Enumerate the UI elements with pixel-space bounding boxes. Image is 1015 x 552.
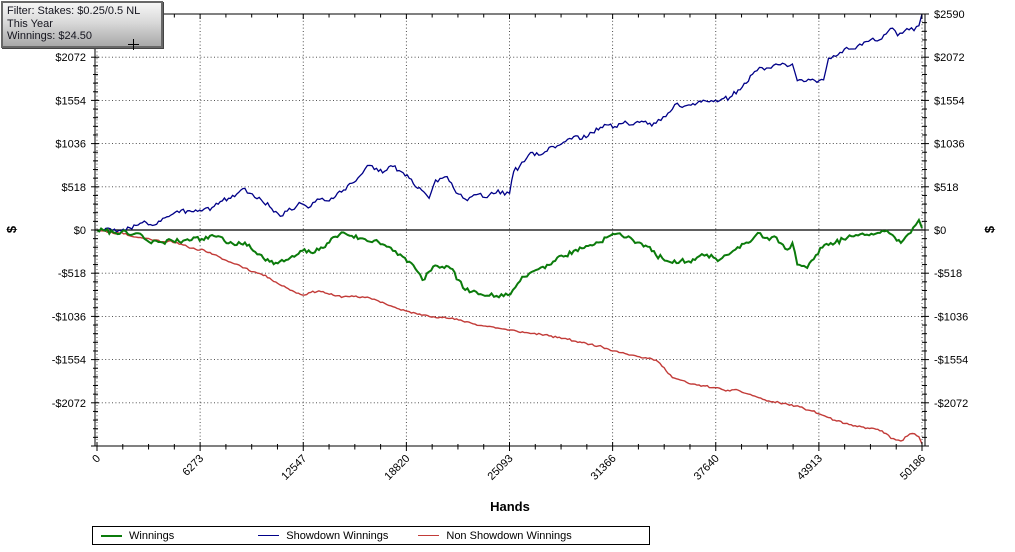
svg-text:-$1554: -$1554: [934, 355, 968, 367]
svg-text:25093: 25093: [486, 453, 516, 483]
svg-text:-$518: -$518: [934, 268, 962, 280]
svg-text:31366: 31366: [589, 453, 619, 483]
legend: Winnings Showdown Winnings Non Showdown …: [92, 526, 650, 545]
svg-text:0: 0: [90, 453, 103, 466]
svg-text:$1036: $1036: [934, 139, 965, 151]
svg-text:$518: $518: [934, 182, 958, 194]
svg-text:$2590: $2590: [934, 9, 965, 21]
filter-period-line: This Year: [7, 17, 53, 30]
filter-tooltip: Filter: Stakes: $0.25/0.5 NL This Year W…: [1, 1, 163, 48]
legend-item-winnings[interactable]: Winnings: [101, 530, 174, 542]
svg-text:$1036: $1036: [55, 139, 86, 151]
svg-text:$518: $518: [62, 182, 86, 194]
svg-text:37640: 37640: [692, 453, 722, 483]
svg-text:43913: 43913: [795, 453, 825, 483]
svg-text:$0: $0: [74, 225, 86, 237]
svg-text:-$2072: -$2072: [52, 398, 86, 410]
x-tick-labels: 0 6273 12547 18820 25093 31366 37640 43913 50186: [90, 453, 928, 483]
crosshair-cursor-icon: [128, 39, 139, 50]
svg-text:$0: $0: [934, 225, 946, 237]
winnings-line-sample: [101, 534, 122, 537]
filter-winnings-line: Winnings: $24.50: [7, 30, 92, 42]
y-tick-labels-right: $2590 $2072 $1554 $1036 $518 $0 -$518 -$1036 -$1…: [934, 9, 968, 410]
non-showdown-winnings-line-sample: [418, 535, 440, 536]
non-showdown-winnings-line: [96, 229, 923, 445]
svg-text:50186: 50186: [898, 453, 928, 483]
svg-text:$1554: $1554: [55, 95, 86, 107]
gridlines: [95, 14, 925, 446]
svg-text:18820: 18820: [382, 453, 412, 483]
svg-text:-$1554: -$1554: [52, 355, 86, 367]
series-lines: [96, 13, 923, 445]
svg-text:-$1036: -$1036: [934, 311, 968, 323]
legend-label-winnings: Winnings: [129, 529, 175, 542]
axis-ticks: [91, 13, 929, 451]
svg-text:-$1036: -$1036: [52, 311, 86, 323]
winnings-line: [96, 217, 923, 299]
svg-text:$2072: $2072: [55, 52, 86, 64]
svg-text:-$518: -$518: [58, 268, 86, 280]
legend-label-showdown-winnings: Showdown Winnings: [286, 529, 389, 542]
showdown-winnings-line: [96, 13, 923, 234]
svg-text:$1554: $1554: [934, 95, 965, 107]
filter-stakes-line: Filter: Stakes: $0.25/0.5 NL: [7, 5, 141, 17]
y-axis-label-right: $: [982, 225, 998, 234]
legend-item-showdown-winnings[interactable]: Showdown Winnings: [258, 530, 388, 542]
y-tick-labels-left: $2590$2072$1554$1036$518$0-$518-$1036-$1…: [52, 9, 86, 410]
showdown-winnings-line-sample: [258, 535, 280, 536]
legend-label-non-showdown-winnings: Non Showdown Winnings: [446, 529, 572, 542]
svg-text:-$2072: -$2072: [934, 398, 968, 410]
svg-text:6273: 6273: [180, 453, 206, 479]
x-axis-label: Hands: [490, 499, 530, 514]
svg-text:12547: 12547: [279, 453, 309, 483]
svg-text:$2072: $2072: [934, 52, 965, 64]
legend-item-non-showdown-winnings[interactable]: Non Showdown Winnings: [418, 529, 572, 542]
y-axis-label-left: $: [4, 225, 20, 234]
winnings-chart-plot[interactable]: $2590 $2072 $1554 $1036 $518 $0 -$518 -$1036 -$1…: [0, 0, 1015, 520]
